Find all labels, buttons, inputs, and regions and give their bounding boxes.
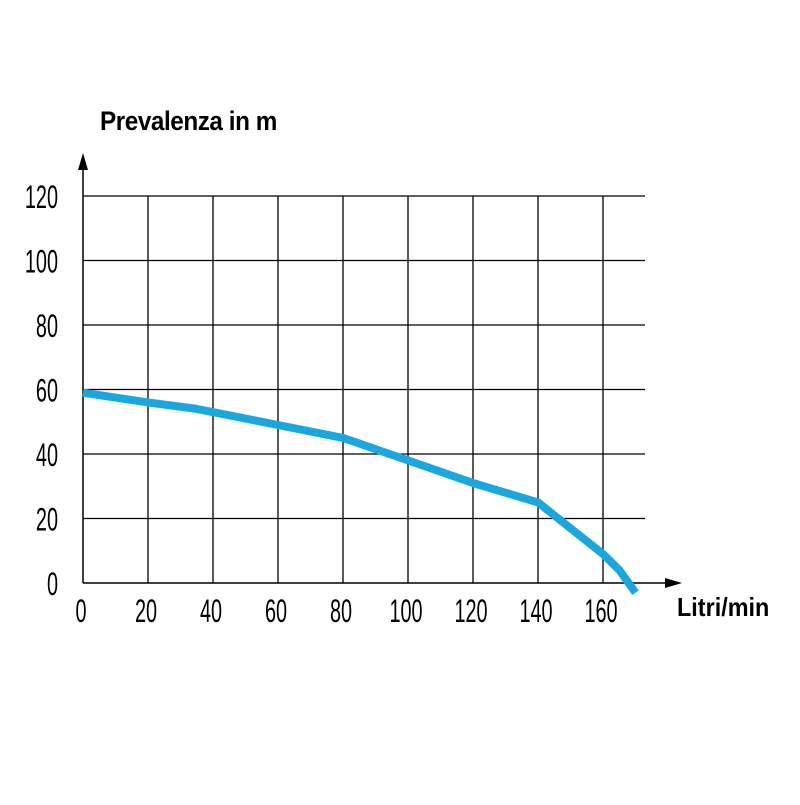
x-axis-title: Litri/min	[677, 592, 770, 622]
x-tick-label: 100	[389, 593, 422, 629]
grid	[83, 195, 645, 583]
y-axis-arrow-icon	[78, 153, 88, 170]
series-line	[82, 388, 639, 596]
x-tick-label: 160	[584, 593, 617, 629]
tick-labels: 0 20 40 60 80 100 120 0 20 40 60 80 100 120 140 160	[25, 179, 618, 629]
x-axis-arrow-icon	[665, 578, 682, 588]
axes	[78, 153, 682, 588]
y-tick-label: 80	[36, 308, 58, 344]
x-tick-label: 0	[75, 593, 86, 629]
x-tick-label: 120	[454, 593, 487, 629]
y-tick-label: 40	[36, 437, 58, 473]
y-tick-label: 20	[36, 502, 58, 538]
y-tick-label: 100	[25, 244, 58, 280]
x-tick-label: 60	[265, 593, 287, 629]
x-tick-label: 40	[200, 593, 222, 629]
y-tick-label: 60	[36, 373, 58, 409]
series-layer	[82, 388, 639, 596]
x-tick-label: 20	[135, 593, 157, 629]
y-tick-label: 0	[47, 566, 58, 602]
y-tick-label: 120	[25, 179, 58, 215]
y-axis-title: Prevalenza in m	[100, 106, 277, 136]
x-tick-label: 80	[330, 593, 352, 629]
x-tick-label: 140	[519, 593, 552, 629]
